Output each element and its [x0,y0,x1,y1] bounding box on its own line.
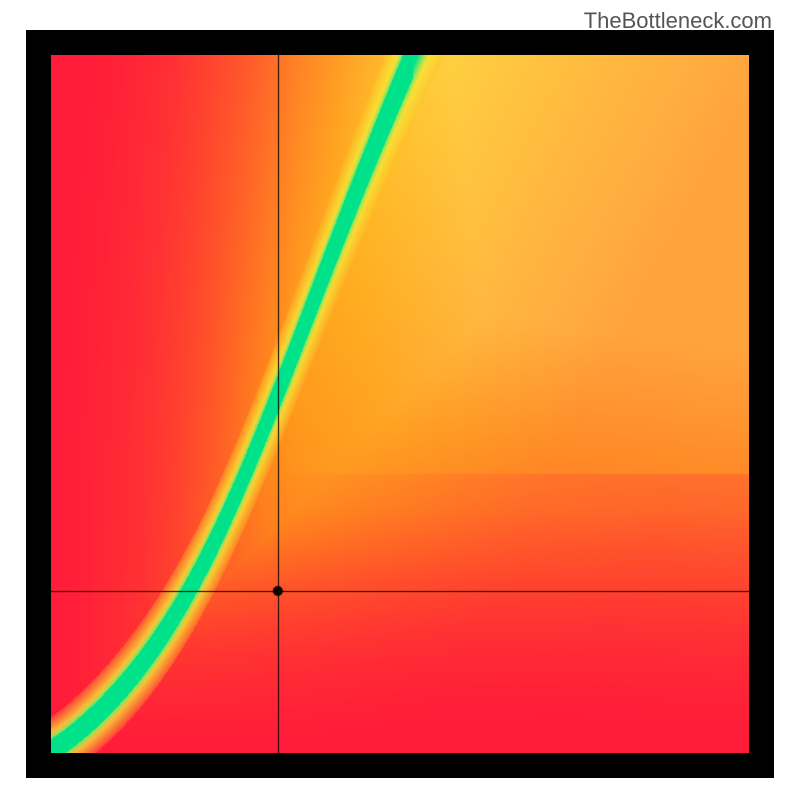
watermark-text: TheBottleneck.com [584,8,772,34]
bottleneck-heatmap [51,55,749,753]
chart-outer-frame [26,30,774,778]
